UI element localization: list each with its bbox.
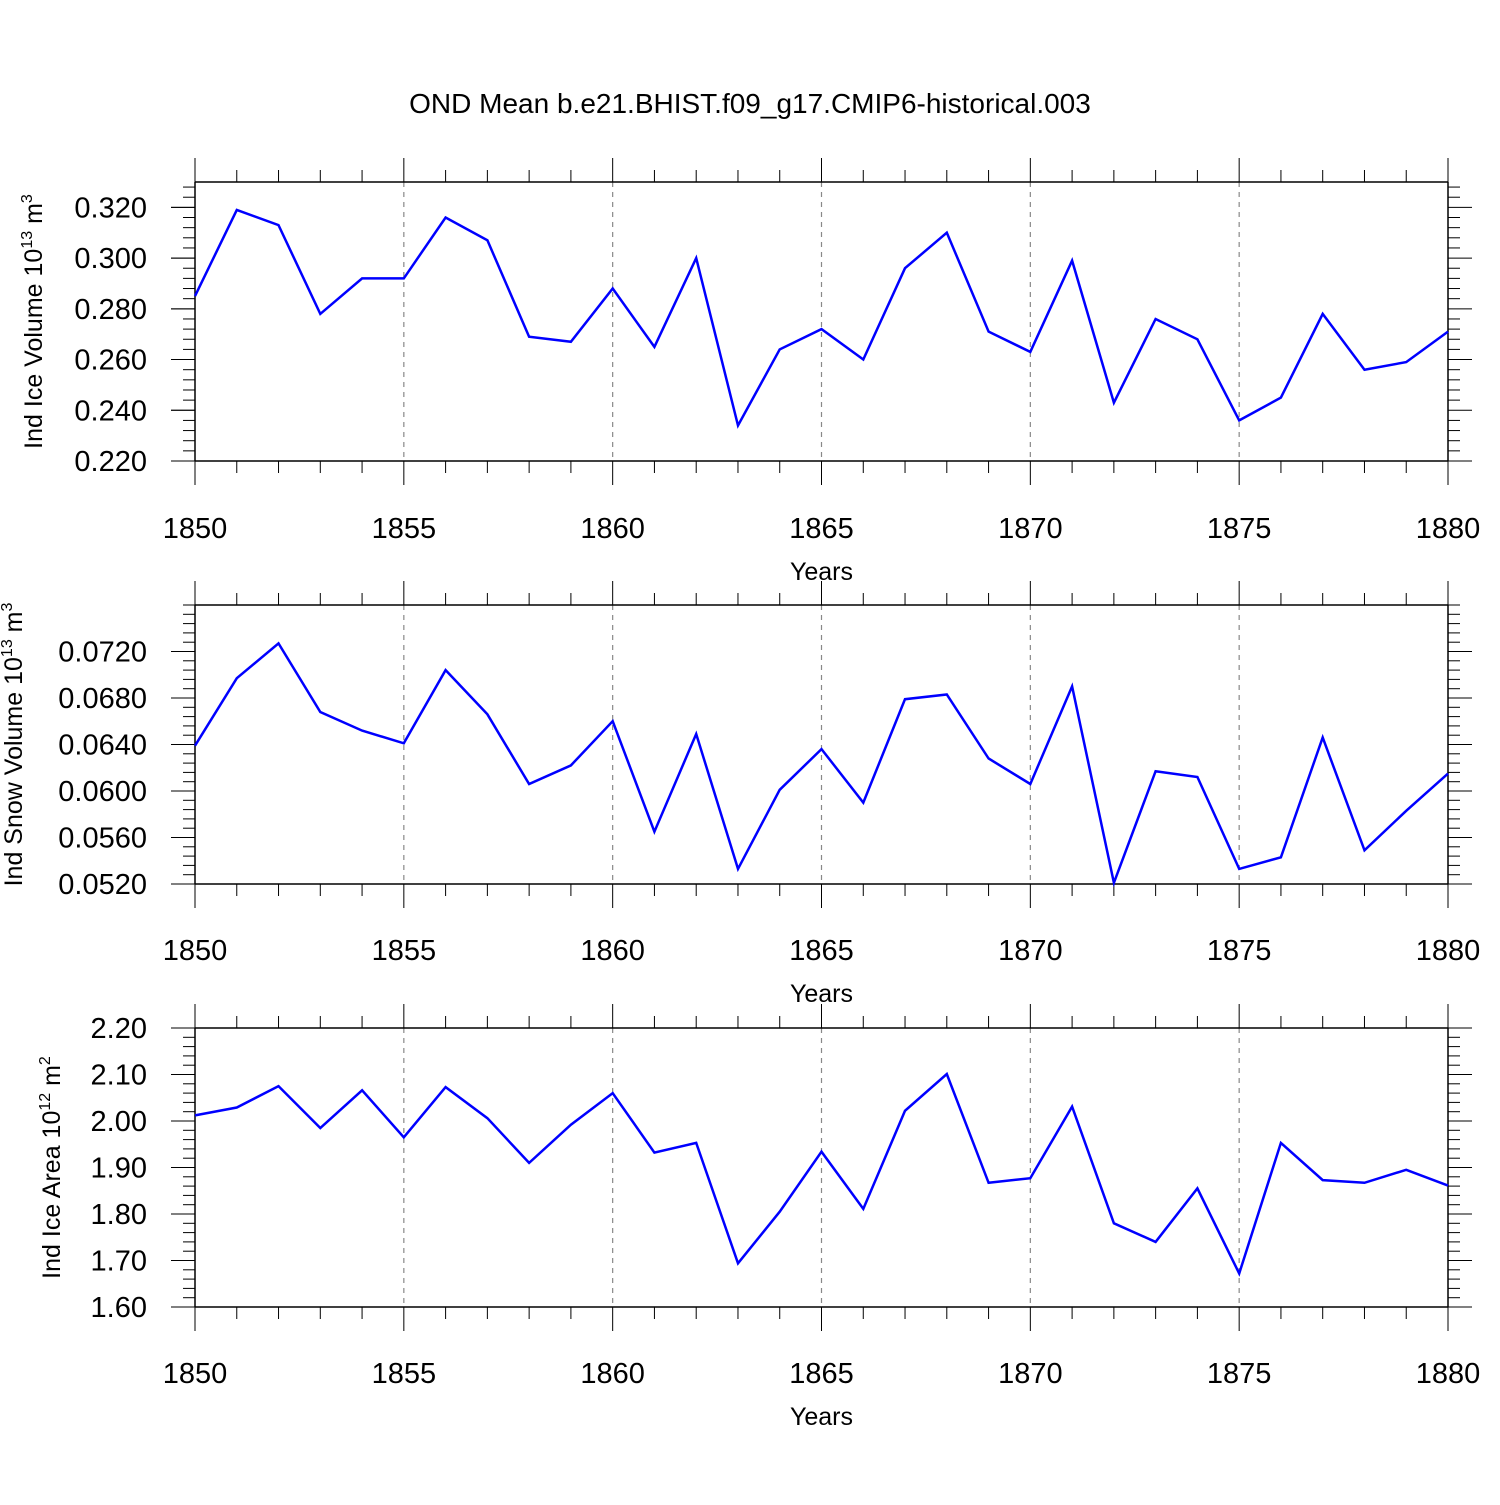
x-tick-label: 1865 [789,513,854,545]
y-tick-label: 0.260 [74,345,147,377]
chart-panel-1: 0.220 0.240 0.260 0.280 0.300 0.320 1850 1855 18… [19,158,1480,586]
y-tick-label: 1.60 [91,1292,147,1324]
x-tick-label: 1850 [163,513,228,545]
y-tick-label: 1.90 [91,1153,147,1185]
y-tick-label: 0.0560 [58,823,147,855]
x-tick-label: 1865 [789,1358,854,1390]
x-tick-label: 1875 [1207,935,1272,967]
chart-panel-3: 1.60 1.70 1.80 1.90 2.00 2.10 2.20 1850 1855 1860… [37,1004,1480,1431]
x-tick-label: 1855 [372,935,437,967]
y-axis-label: Ind Ice Volume 1013 m3 [19,194,48,449]
y-tick-label: 2.00 [91,1106,147,1138]
x-tick-label: 1855 [372,513,437,545]
x-tick-label: 1880 [1416,935,1481,967]
y-tick-label: 0.0600 [58,776,147,808]
y-tick-label: 0.300 [74,243,147,275]
x-tick-label: 1860 [580,1358,645,1390]
y-tick-label: 0.280 [74,294,147,326]
figure-title: OND Mean b.e21.BHIST.f09_g17.CMIP6-histo… [0,88,1500,120]
y-tick-label: 0.0720 [58,637,147,669]
x-tick-label: 1860 [580,513,645,545]
y-tick-label: 1.80 [91,1199,147,1231]
x-tick-label: 1865 [789,935,854,967]
x-tick-label: 1880 [1416,513,1481,545]
y-tick-label: 0.0640 [58,730,147,762]
y-tick-label: 2.20 [91,1013,147,1045]
x-tick-label: 1880 [1416,1358,1481,1390]
y-tick-label: 0.320 [74,192,147,224]
x-tick-label: 1870 [998,935,1063,967]
x-tick-label: 1850 [163,935,228,967]
x-tick-label: 1870 [998,1358,1063,1390]
y-tick-label: 0.0680 [58,683,147,715]
x-tick-label: 1875 [1207,513,1272,545]
y-tick-label: 0.240 [74,395,147,427]
chart-panel-2: 0.0520 0.0560 0.0600 0.0640 0.0680 0.0720 1850… [0,581,1480,1008]
x-tick-label: 1860 [580,935,645,967]
y-tick-label: 0.220 [74,446,147,478]
y-tick-label: 1.70 [91,1246,147,1278]
y-tick-label: 0.0520 [58,869,147,901]
x-axis-label: Years [790,980,853,1008]
series-line [195,1074,1448,1274]
x-tick-label: 1870 [998,513,1063,545]
y-axis-label: Ind Snow Volume 1013 m3 [0,603,28,887]
y-axis-label: Ind Ice Area 1012 m2 [37,1056,66,1279]
x-tick-label: 1855 [372,1358,437,1390]
y-tick-label: 2.10 [91,1060,147,1092]
x-tick-label: 1850 [163,1358,228,1390]
x-axis-label: Years [790,1403,853,1431]
x-tick-label: 1875 [1207,1358,1272,1390]
